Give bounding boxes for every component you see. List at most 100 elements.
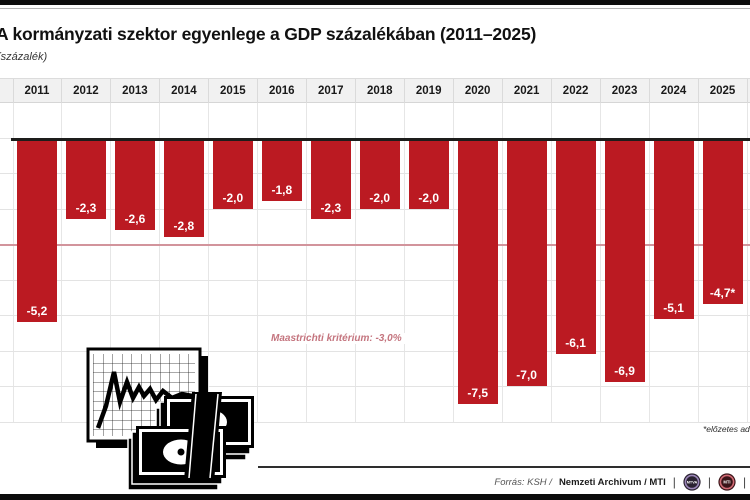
year-band-separator	[12, 79, 14, 104]
top-divider-line	[0, 8, 750, 9]
bar-value-label: -2,3	[75, 201, 97, 216]
year-band-separator	[502, 79, 504, 104]
chart-title: A kormányzati szektor egyenlege a GDP sz…	[0, 24, 537, 44]
year-band-separator	[747, 79, 748, 104]
bar-value-label: -2,6	[124, 211, 146, 226]
bar-value-label: -5,2	[26, 304, 48, 319]
gridline-horizontal	[0, 386, 750, 387]
bar-value-label: -7,5	[467, 385, 489, 400]
footnote-preliminary-data: *előzetes adat	[703, 424, 750, 434]
year-label-2017: 2017	[317, 85, 344, 97]
bar-2015: -2,0	[212, 137, 253, 209]
year-band-separator	[61, 79, 63, 104]
year-label-2025: 2025	[709, 85, 736, 97]
money-chart-illustration-icon	[86, 347, 254, 491]
gridline-vertical	[355, 103, 357, 422]
gridline-vertical	[404, 103, 406, 422]
year-axis: 2011 2012 2013 2014 2015 2016 2017 2018 2019 2020…	[0, 78, 750, 104]
bar-2023: -6,9	[604, 137, 645, 383]
bar-value-label: -6,9	[614, 364, 635, 379]
footer: Forrás: KSH / Nemzeti Archivum / MTI | M…	[494, 471, 750, 493]
gridline-horizontal	[0, 315, 750, 316]
gridline-vertical	[698, 103, 700, 422]
year-label-2019: 2019	[415, 85, 442, 97]
year-band-separator	[208, 79, 210, 104]
gridline-horizontal	[0, 421, 750, 423]
bar-2012: -2,3	[65, 137, 106, 220]
gridline-vertical	[649, 103, 651, 422]
chart-unit-label: (százalék)	[0, 51, 48, 63]
year-band-separator	[551, 79, 553, 104]
bar-value-label: -2,0	[369, 190, 391, 205]
bar-2020: -7,5	[457, 137, 498, 404]
year-label-2016: 2016	[269, 85, 295, 97]
bar-2021: -7,0	[506, 137, 547, 386]
year-label-2024: 2024	[660, 85, 687, 97]
bar-value-label: -6,1	[565, 336, 586, 351]
year-band-separator	[306, 79, 308, 104]
year-label-2014: 2014	[171, 85, 197, 97]
mti-logo-icon: MTI	[718, 473, 736, 491]
bar-2011: -5,2	[16, 137, 57, 323]
bar-2013: -2,6	[114, 137, 155, 230]
gridline-vertical	[306, 103, 308, 422]
gridline-horizontal	[0, 208, 750, 210]
bar-value-label: -2,0	[222, 190, 244, 205]
gridline-vertical	[257, 103, 259, 422]
footer-divider	[258, 466, 750, 468]
year-band-separator	[649, 79, 651, 104]
gridline-vertical	[110, 103, 112, 422]
mti-logo-text: MTI	[723, 480, 730, 485]
bar-chart: Maastrichti kritérium: -3,0% 10-1-2-3-4-…	[0, 103, 750, 423]
year-label-2022: 2022	[562, 85, 589, 97]
bar-2014: -2,8	[163, 137, 204, 237]
bar-value-label: -2,8	[173, 218, 195, 233]
gridline-vertical	[502, 103, 504, 422]
gridline-vertical	[208, 103, 210, 422]
year-label-2020: 2020	[464, 85, 491, 97]
year-label-2012: 2012	[73, 85, 99, 97]
bar-2024: -5,1	[653, 137, 694, 319]
year-label-2021: 2021	[513, 85, 540, 97]
year-label-2011: 2011	[24, 85, 50, 97]
maastricht-criterion-label: Maastrichti kritérium: -3,0%	[264, 333, 409, 344]
bar-2022: -6,1	[555, 137, 596, 355]
year-label-2015: 2015	[220, 85, 246, 97]
year-label-2023: 2023	[611, 85, 638, 97]
gridline-vertical	[453, 103, 455, 422]
gridline-vertical	[747, 103, 748, 422]
maastricht-criterion-line	[0, 244, 750, 246]
bar-value-label: -2,0	[418, 190, 440, 205]
gridline-vertical	[551, 103, 553, 422]
bar-2018: -2,0	[359, 137, 400, 209]
gridline-vertical	[61, 103, 63, 422]
bar-value-label: -4,7*	[709, 286, 736, 301]
year-band-separator	[453, 79, 455, 104]
bar-2016: -1,8	[261, 137, 302, 202]
mtva-logo-text: MTVA	[687, 481, 698, 485]
bar-2019: -2,0	[408, 137, 449, 209]
footer-separator: |	[672, 475, 676, 489]
top-border-bar	[0, 0, 750, 5]
bar-value-label: -1,8	[271, 183, 293, 198]
mtva-logo-icon: MTVA	[683, 473, 701, 491]
gridline-vertical	[600, 103, 602, 422]
gridline-vertical	[12, 103, 14, 422]
bar-value-label: -2,3	[320, 201, 342, 216]
footer-separator: |	[707, 475, 711, 489]
zero-axis-line	[11, 137, 750, 141]
money-bundle-icon	[127, 392, 254, 491]
source-label: Forrás: KSH /	[494, 476, 552, 488]
gridline-horizontal	[0, 279, 750, 281]
year-band-separator	[355, 79, 357, 104]
year-band-separator	[257, 79, 259, 104]
bar-2017: -2,3	[310, 137, 351, 220]
year-band-separator	[600, 79, 602, 104]
gridline-horizontal	[0, 350, 750, 352]
year-band-separator	[698, 79, 700, 104]
bottom-border-bar	[0, 494, 750, 500]
year-label-2018: 2018	[366, 85, 393, 97]
bar-2025: -4,7*	[702, 137, 743, 305]
footer-separator: |	[743, 475, 747, 489]
year-label-2013: 2013	[122, 85, 148, 97]
